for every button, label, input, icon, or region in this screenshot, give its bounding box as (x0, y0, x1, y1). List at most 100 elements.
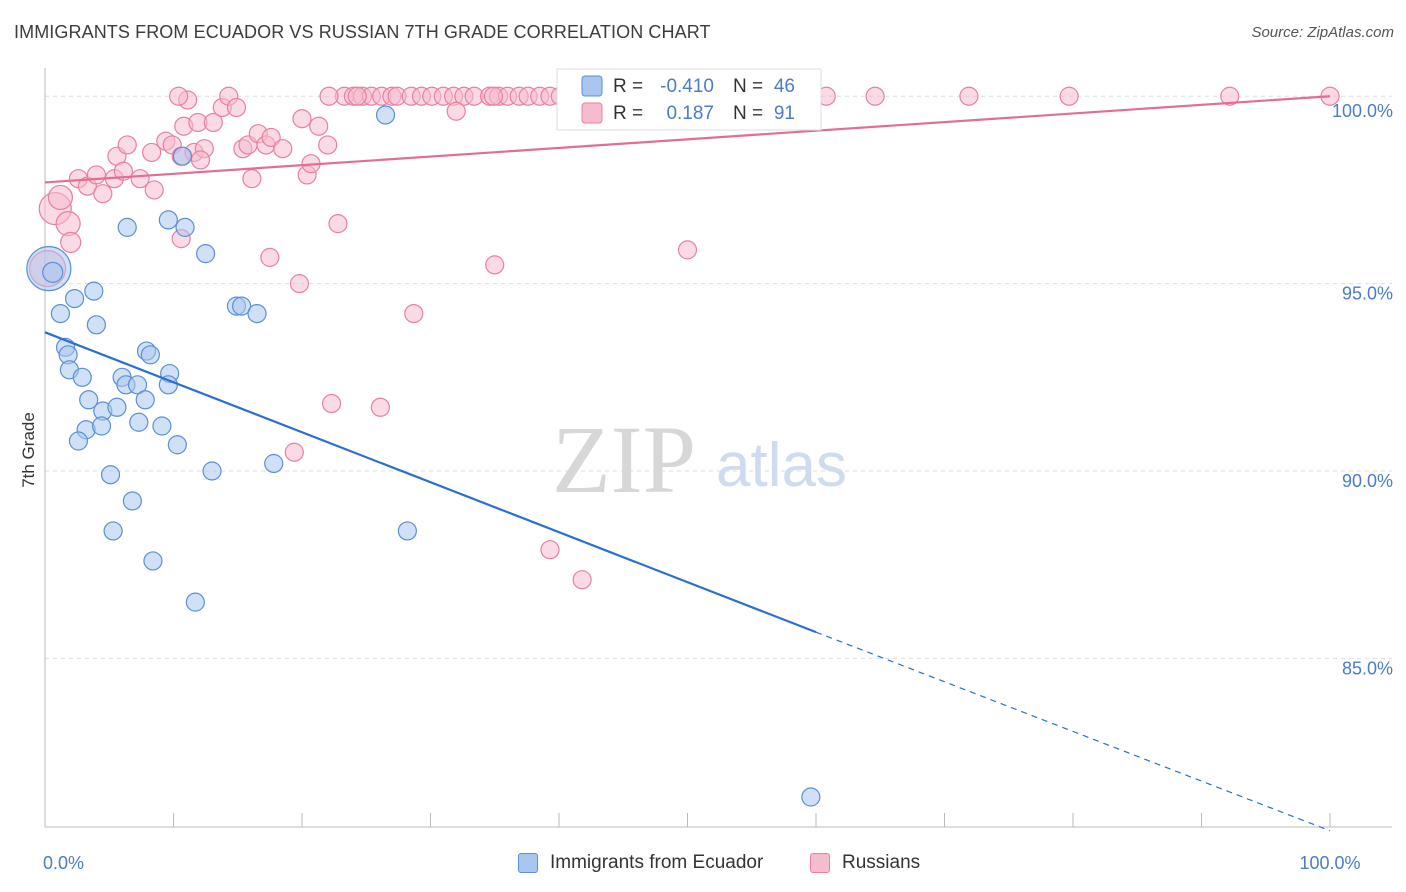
legend-r-label: R = (613, 103, 643, 124)
axes (44, 68, 1392, 828)
ecuador-point (140, 345, 160, 365)
legend-label: Immigrants from Ecuador (550, 852, 764, 873)
russian-point (319, 86, 339, 106)
y-tick-label: 90.0% (1342, 471, 1393, 491)
legend-n-label: N = (733, 103, 763, 124)
legend-item-russians[interactable]: Russians (810, 852, 920, 874)
ecuador-point (247, 303, 267, 324)
russians-points (28, 86, 1340, 590)
russian-point (242, 169, 262, 189)
legend-swatch-pink (581, 102, 603, 124)
chart-title: IMMIGRANTS FROM ECUADOR VS RUSSIAN 7TH G… (14, 22, 711, 42)
legend-box: R = -0.410 N = 46 R = 0.187 N = 91 (556, 68, 822, 131)
russian-point (55, 211, 81, 237)
ecuador-point (117, 217, 137, 237)
ecuador-point (86, 315, 107, 335)
russian-point (86, 165, 107, 185)
russian-point (203, 112, 223, 133)
ecuador-point (91, 416, 112, 436)
russian-point (677, 240, 698, 260)
watermark-zip: ZIP (552, 406, 696, 513)
russian-point (284, 442, 304, 462)
bottom-legend: Immigrants from Ecuador Russians (0, 852, 1406, 878)
legend-n-value: 91 (774, 103, 795, 124)
ecuador-point (172, 146, 193, 166)
russian-point (261, 127, 281, 148)
watermark: ZIP atlas (552, 406, 847, 513)
ecuador-point (127, 375, 148, 395)
ecuador-points (26, 105, 821, 807)
russian-point (865, 86, 885, 106)
russian-point (169, 86, 189, 106)
ecuador-point (158, 210, 178, 230)
ecuador-point (397, 521, 417, 541)
russian-point (260, 247, 280, 267)
ecuador-point (84, 281, 104, 301)
legend-item-ecuador[interactable]: Immigrants from Ecuador (518, 852, 763, 874)
legend-swatch-blue (518, 853, 538, 873)
x-tick-labels: 0.0% 100.0% (43, 853, 1361, 873)
ecuador-point (185, 592, 205, 612)
russian-point (113, 161, 133, 181)
ecuador-point (202, 461, 222, 481)
russian-point (1220, 86, 1240, 106)
russian-point (328, 214, 348, 234)
legend-n-label: N = (733, 76, 763, 97)
ecuador-point (135, 390, 155, 410)
russian-point (485, 255, 505, 275)
russian-point (572, 570, 592, 590)
russians-trend-line (44, 95, 1331, 184)
russian-point (130, 169, 150, 189)
x-tick-label: 0.0% (43, 853, 84, 873)
russian-point (289, 274, 310, 294)
russian-point (226, 97, 247, 118)
ecuador-point (50, 303, 71, 324)
ecuador-point (167, 435, 187, 455)
ecuador-point (264, 453, 284, 474)
legend-swatch-blue (581, 75, 603, 97)
ecuador-trend-extension (815, 631, 1331, 832)
ecuador-point (152, 416, 172, 436)
russian-point (142, 142, 162, 163)
y-tick-labels: 100.0% 95.0% 90.0% 85.0% (1332, 101, 1393, 678)
ecuador-point (129, 412, 149, 432)
y-tick-label: 100.0% (1332, 101, 1393, 121)
ecuador-point (143, 551, 163, 571)
ecuador-point (64, 288, 85, 309)
ecuador-point (375, 105, 396, 125)
ecuador-point (232, 296, 252, 316)
russian-point (292, 109, 312, 129)
russian-point (347, 86, 367, 106)
russian-point (540, 540, 560, 560)
ecuador-point (100, 465, 121, 485)
russian-point (273, 139, 293, 159)
ecuador-point (68, 431, 89, 451)
ecuador-trend-line (44, 331, 817, 634)
ecuador-point (196, 244, 216, 264)
y-tick-label: 95.0% (1342, 284, 1393, 304)
legend-r-label: R = (613, 76, 643, 97)
russian-point (370, 397, 390, 417)
russian-point (60, 231, 82, 253)
legend-label: Russians (842, 852, 921, 873)
trend-lines (44, 95, 1331, 832)
russian-point (1059, 86, 1079, 106)
russian-point (93, 184, 113, 204)
source-credit: Source: ZipAtlas.com (1251, 24, 1394, 41)
ecuador-point (79, 390, 99, 410)
x-tick-label: 100.0% (1299, 853, 1360, 873)
ecuador-point (72, 367, 92, 387)
ecuador-point (107, 397, 127, 417)
russian-point (144, 180, 164, 200)
y-tick-label: 85.0% (1342, 658, 1393, 678)
russian-point (446, 101, 466, 121)
ecuador-point (122, 491, 142, 511)
russian-point (318, 135, 338, 155)
y-axis-label: 7th Grade (19, 412, 38, 488)
russian-point (483, 86, 504, 106)
russian-point (47, 184, 74, 211)
ecuador-point (42, 261, 64, 283)
ecuador-point (103, 521, 123, 541)
ecuador-point (175, 217, 195, 237)
